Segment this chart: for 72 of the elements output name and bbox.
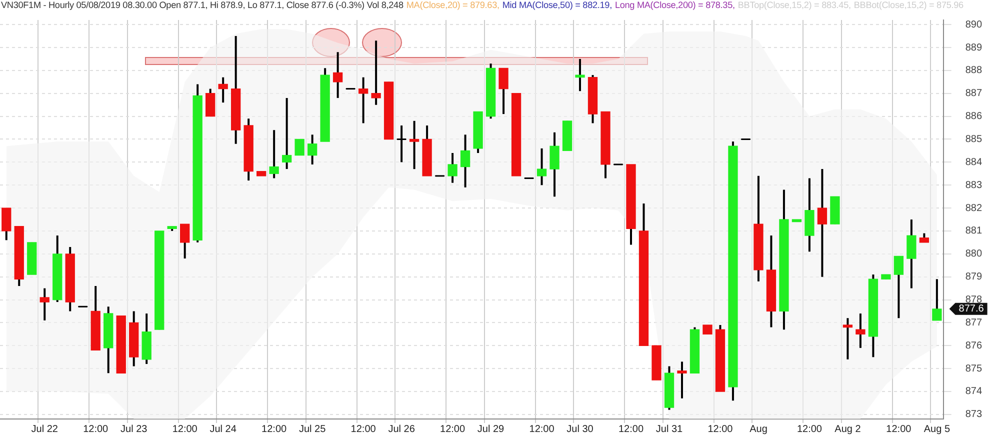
y-tick-label: 877 xyxy=(965,317,982,328)
candlestick xyxy=(842,317,853,360)
candlestick xyxy=(919,232,930,244)
x-tick-label: Jul 30 xyxy=(566,424,594,435)
chart-title: VN30F1M - Hourly 05/08/2019 08.30.00 Open 877.1, Hi 878.9, Lo 877.1, Close 877.6 (-0.3%) Vol 8,248 xyxy=(1,0,404,10)
candlestick xyxy=(460,134,470,188)
x-tick-label: 12:00 xyxy=(83,424,109,435)
candlestick xyxy=(332,51,343,99)
y-tick-label: 888 xyxy=(965,65,982,76)
candlestick xyxy=(269,129,279,180)
text: Mid MA(Close,50) = 882.19, xyxy=(502,0,612,10)
candlestick xyxy=(409,120,420,170)
x-tick-label: 12:00 xyxy=(172,424,198,435)
candlestick xyxy=(282,96,292,170)
candlestick xyxy=(40,287,50,322)
y-tick-label: 881 xyxy=(965,226,982,237)
candlestick xyxy=(817,168,828,278)
y-tick-label: 890 xyxy=(965,19,982,30)
x-tick-label: 12:00 xyxy=(262,424,288,435)
candlestick xyxy=(677,360,687,400)
x-tick-label: Jul 24 xyxy=(210,424,237,435)
y-tick-label: 874 xyxy=(965,386,982,398)
candlestick xyxy=(702,324,712,334)
candlestick xyxy=(180,223,190,260)
x-tick-label: 12:00 xyxy=(440,424,466,435)
y-tick-label: 875 xyxy=(965,363,982,374)
candlestick xyxy=(358,76,368,124)
x-tick-label: Aug 5 xyxy=(924,424,950,435)
candlestick xyxy=(932,278,942,322)
x-tick-label: 12:00 xyxy=(796,424,822,435)
x-tick-label: Aug xyxy=(750,424,768,435)
candlestick xyxy=(498,67,508,116)
candlestick xyxy=(2,207,12,242)
y-tick-label: 886 xyxy=(965,111,982,122)
x-tick-label: Jul 23 xyxy=(120,424,148,435)
x-tick-label: Jul 26 xyxy=(388,424,416,435)
candlestick xyxy=(371,40,381,106)
candlestick xyxy=(307,134,318,166)
y-tick-label: 880 xyxy=(965,248,982,260)
y-tick-label: 885 xyxy=(965,134,982,145)
y-tick-label: 882 xyxy=(965,202,982,214)
candlestick xyxy=(575,58,585,92)
x-tick-label: Aug 2 xyxy=(834,424,862,435)
x-tick-label: 12:00 xyxy=(618,424,644,435)
x-tick-label: 12:00 xyxy=(886,424,912,435)
y-tick-label: 878 xyxy=(965,294,982,306)
candlestick xyxy=(294,138,304,156)
candlestick xyxy=(218,76,228,104)
y-tick-label: 887 xyxy=(965,88,982,100)
candlestick xyxy=(906,218,916,290)
text: Long MA(Close,200) = 878.35, xyxy=(614,0,735,10)
candlestick xyxy=(448,152,458,184)
x-tick-label: 12:00 xyxy=(708,424,734,435)
y-tick-label: 873 xyxy=(965,409,982,420)
x-tick-label: Jul 22 xyxy=(31,424,58,435)
x-tick-label: 12:00 xyxy=(529,424,555,435)
x-tick-label: Jul 31 xyxy=(656,424,684,435)
candlestick xyxy=(206,88,216,118)
y-tick-label: 879 xyxy=(965,272,982,283)
text: MA(Close,20) = 879.63, xyxy=(406,0,500,10)
y-tick-label: 884 xyxy=(965,156,982,168)
y-tick-label: 876 xyxy=(965,340,982,352)
candlestick xyxy=(894,255,904,320)
x-tick-label: 12:00 xyxy=(350,424,376,435)
text: 877.6 xyxy=(958,304,984,315)
x-tick-label: Jul 29 xyxy=(477,424,505,435)
y-tick-label: 889 xyxy=(965,42,982,54)
x-tick-label: Jul 25 xyxy=(298,424,326,435)
candlestick xyxy=(536,147,547,186)
candlestick xyxy=(856,312,866,349)
candlestick xyxy=(550,131,560,198)
y-tick-label: 883 xyxy=(965,180,982,191)
